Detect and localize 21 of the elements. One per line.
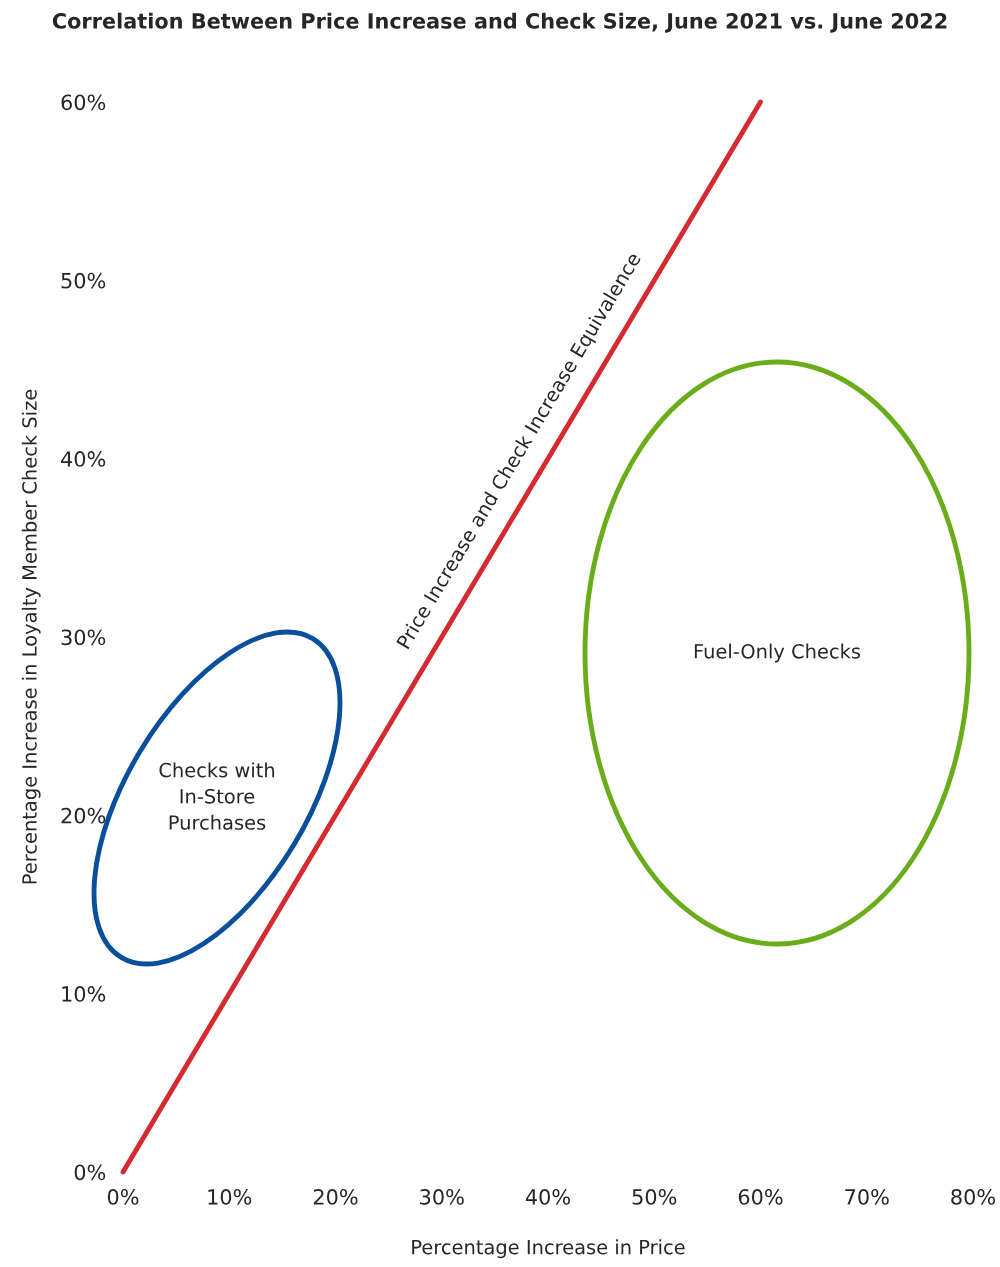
x-tick-label: 10% [208, 1189, 252, 1205]
x-tick-label: 70% [845, 1189, 889, 1205]
x-tick-label: 40% [525, 1189, 570, 1205]
x-axis-title: Percentage Increase in Price [412, 1239, 685, 1259]
y-tick-label: 40% [61, 451, 106, 467]
y-tick-label: 10% [62, 986, 106, 1002]
x-tick-label: 30% [420, 1189, 464, 1205]
x-tick-label: 20% [313, 1189, 358, 1205]
y-tick-label: 60% [61, 94, 106, 111]
x-tick-label: 80% [951, 1189, 995, 1205]
y-tick-label: 0% [74, 1164, 106, 1181]
annotation: Fuel-Only Checks [694, 643, 861, 663]
y-axis-title: Percentage Increase in Loyalty Member Check Size [21, 389, 41, 884]
y-tick-label: 30% [61, 629, 106, 646]
annotation: Checks with In-Store Purchases [159, 762, 275, 830]
chart-title: Correlation Between Price Increase and Check Size, June 2021 vs. June 2022 [52, 12, 947, 33]
x-tick-label: 60% [738, 1189, 783, 1205]
y-tick-label: 50% [61, 272, 106, 289]
x-tick-label: 50% [632, 1189, 677, 1205]
y-tick-label: 20% [61, 807, 106, 824]
x-tick-label: 0% [107, 1189, 139, 1205]
